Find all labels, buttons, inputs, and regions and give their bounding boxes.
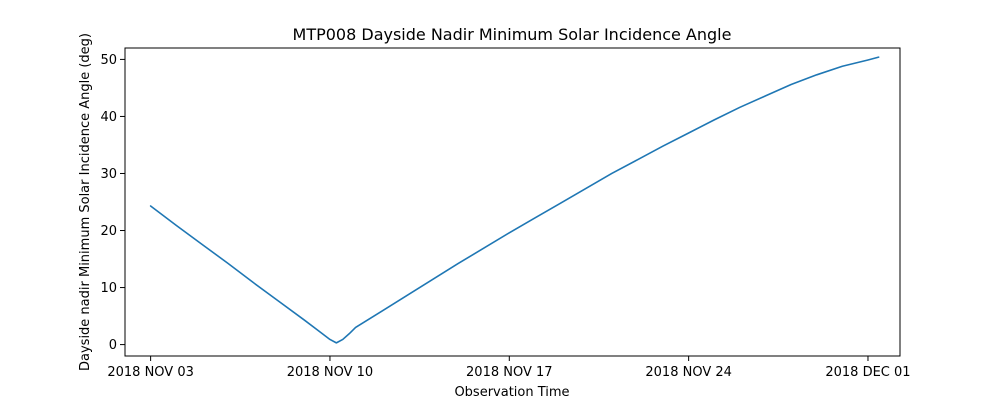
x-axis: 2018 NOV 03 2018 NOV 10 2018 NOV 17 2018 NO… — [107, 356, 911, 380]
y-tick-label: 50 — [100, 53, 117, 68]
x-tick-label: 2018 DEC 01 — [825, 365, 910, 380]
y-tick-label: 40 — [100, 110, 117, 125]
y-axis-label: Dayside nadir Minimum Solar Incidence An… — [78, 33, 93, 371]
x-axis-label: Observation Time — [454, 385, 569, 400]
series-line — [149, 56, 880, 344]
plot-area-frame — [124, 47, 901, 357]
x-tick-label: 2018 NOV 24 — [645, 365, 732, 380]
y-axis: 0 10 20 30 40 50 — [100, 53, 125, 353]
y-tick-label: 20 — [100, 224, 117, 239]
x-tick-label: 2018 NOV 17 — [466, 365, 553, 380]
y-tick-label: 0 — [109, 338, 117, 353]
series-layer — [149, 56, 880, 344]
x-tick-label: 2018 NOV 03 — [107, 365, 194, 380]
y-tick-label: 30 — [100, 167, 117, 182]
x-tick-label: 2018 NOV 10 — [287, 365, 374, 380]
y-tick-label: 10 — [100, 281, 117, 296]
chart-title: MTP008 Dayside Nadir Minimum Solar Incid… — [293, 25, 732, 44]
